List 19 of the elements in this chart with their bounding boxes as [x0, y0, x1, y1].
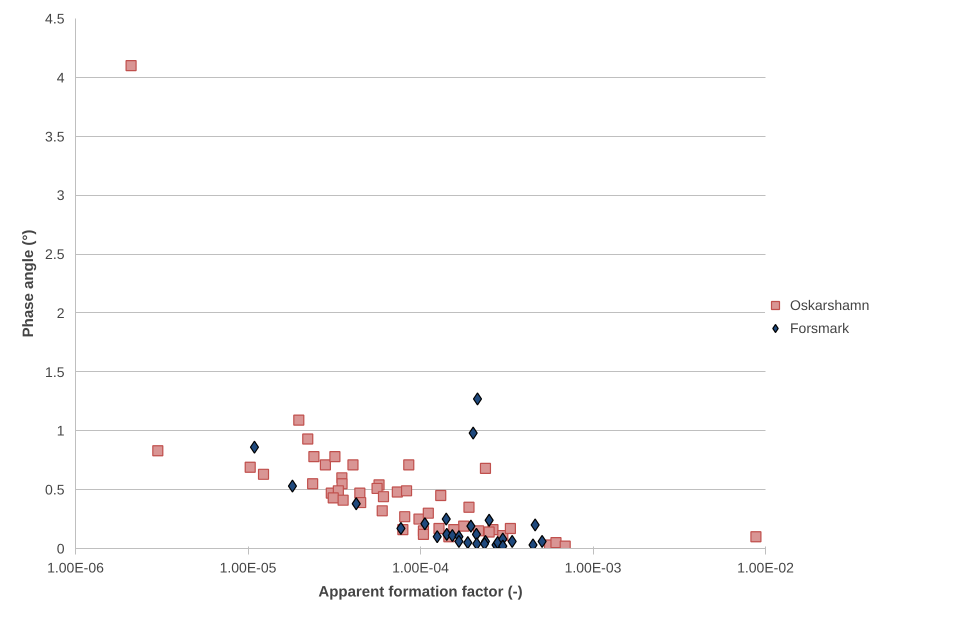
- x-tick-label: 1.00E-03: [564, 560, 622, 576]
- y-tick-label: 4: [56, 69, 65, 86]
- y-tick-label: 2: [56, 304, 65, 321]
- y-tick-label: 4.5: [45, 10, 65, 26]
- legend-label: Forsmark: [790, 320, 850, 336]
- y-tick-label: 0: [56, 540, 65, 556]
- x-tick-label: 1.00E-05: [220, 560, 277, 576]
- legend-label: Oskarshamn: [790, 297, 870, 313]
- y-tick-label: 0.5: [45, 482, 65, 498]
- x-tick-label: 1.00E-04: [392, 560, 450, 576]
- x-tick-label: 1.00E-02: [737, 560, 794, 576]
- y-axis-title: Phase angle (°): [20, 230, 38, 338]
- x-tick-label: 1.00E-06: [47, 560, 104, 576]
- y-tick-label: 3: [56, 187, 65, 204]
- y-tick-label: 1: [56, 422, 65, 439]
- y-tick-label: 3.5: [45, 128, 65, 144]
- y-tick-label: 2.5: [45, 246, 65, 262]
- x-axis-title: Apparent formation factor (-): [318, 584, 523, 600]
- y-tick-label: 1.5: [45, 364, 65, 380]
